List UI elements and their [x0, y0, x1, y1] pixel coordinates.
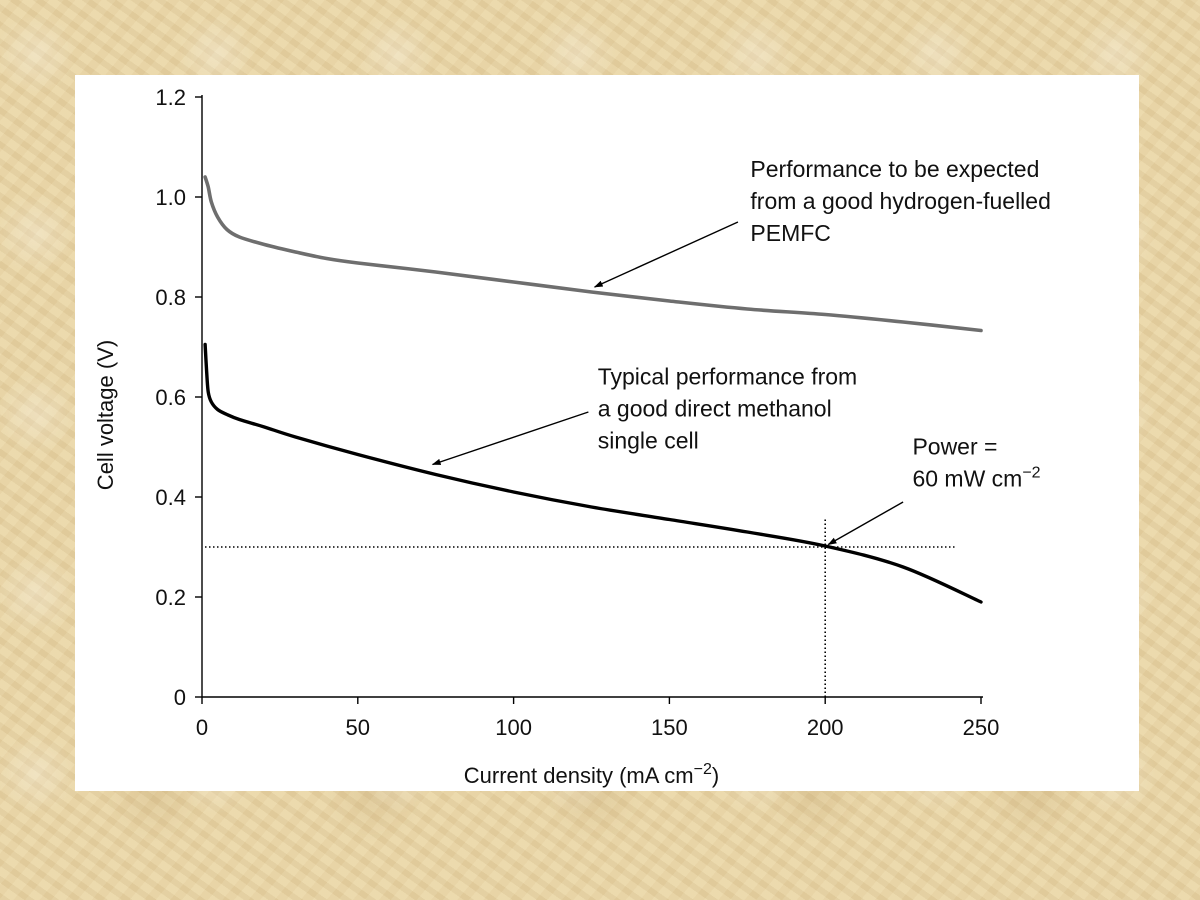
annotation-text-line: PEMFC [750, 220, 831, 246]
annotation-text: Typical performance from [598, 364, 857, 390]
x-tick-label: 250 [963, 715, 1000, 740]
annotation-arrow [431, 411, 589, 466]
y-tick-label: 0.6 [155, 385, 186, 410]
annotation-text: Power = [912, 434, 997, 460]
annotation-text-line: a good direct methanol [598, 396, 832, 422]
y-axis-label: Cell voltage (V) [93, 340, 118, 490]
x-tick-label: 50 [346, 715, 370, 740]
y-tick-label: 1.2 [155, 85, 186, 110]
y-tick-label: 0.2 [155, 585, 186, 610]
chart-panel: 0 50 100 150 200 250 0 0.2 0.4 0.6 0.8 1.0 1.2 Perfo… [75, 75, 1139, 791]
polarization-chart: 0 50 100 150 200 250 0 0.2 0.4 0.6 0.8 1.0 1.2 Perfo… [93, 85, 1051, 788]
annotations: Performance to be expected from a good hy… [431, 156, 1051, 546]
annotation-text: 60 mW cm [912, 466, 1022, 492]
annotation-text-line: Typical performance from [598, 364, 857, 390]
reference-lines [205, 519, 957, 697]
x-axis-label-superscript: −2 [694, 761, 712, 778]
x-tick-label: 100 [495, 715, 532, 740]
annotation-text-line: Power = [912, 434, 997, 460]
annotation-arrow [827, 501, 904, 546]
axes: 0 50 100 150 200 250 0 0.2 0.4 0.6 0.8 1.0 1.2 [155, 85, 999, 740]
annotation-text-line: single cell [598, 428, 699, 454]
x-axis-label-end: ) [712, 763, 719, 788]
annotation-text: PEMFC [750, 220, 831, 246]
pemfc-hydrogen-curve [203, 175, 983, 333]
annotation-arrow [593, 221, 739, 288]
x-tick-label: 200 [807, 715, 844, 740]
x-tick-label: 150 [651, 715, 688, 740]
y-tick-label: 1.0 [155, 185, 186, 210]
annotation-text-line: from a good hydrogen-fuelled [750, 188, 1050, 214]
power-annotation: Power = 60 mW cm−2 [827, 434, 1041, 546]
pemfc-annotation: Performance to be expected from a good hy… [593, 156, 1051, 288]
annotation-text-line: Performance to be expected [750, 156, 1039, 182]
methanol-annotation: Typical performance from a good direct me… [431, 364, 857, 466]
y-tick-label: 0.4 [155, 485, 186, 510]
axis-labels: Current density (mA cm−2) Cell voltage (V… [93, 340, 719, 788]
direct-methanol-curve [203, 342, 983, 604]
x-tick-label: 0 [196, 715, 208, 740]
y-tick-label: 0 [174, 685, 186, 710]
annotation-text-line: 60 mW cm−2 [912, 465, 1040, 492]
series-layer [203, 175, 983, 604]
x-axis-label: Current density (mA cm−2) [464, 761, 719, 788]
annotation-superscript: −2 [1022, 465, 1040, 482]
annotation-text: from a good hydrogen-fuelled [750, 188, 1050, 214]
y-tick-label: 0.8 [155, 285, 186, 310]
annotation-text: Performance to be expected [750, 156, 1039, 182]
annotation-text: single cell [598, 428, 699, 454]
annotation-text: a good direct methanol [598, 396, 832, 422]
x-axis-label-main: Current density (mA cm [464, 763, 694, 788]
